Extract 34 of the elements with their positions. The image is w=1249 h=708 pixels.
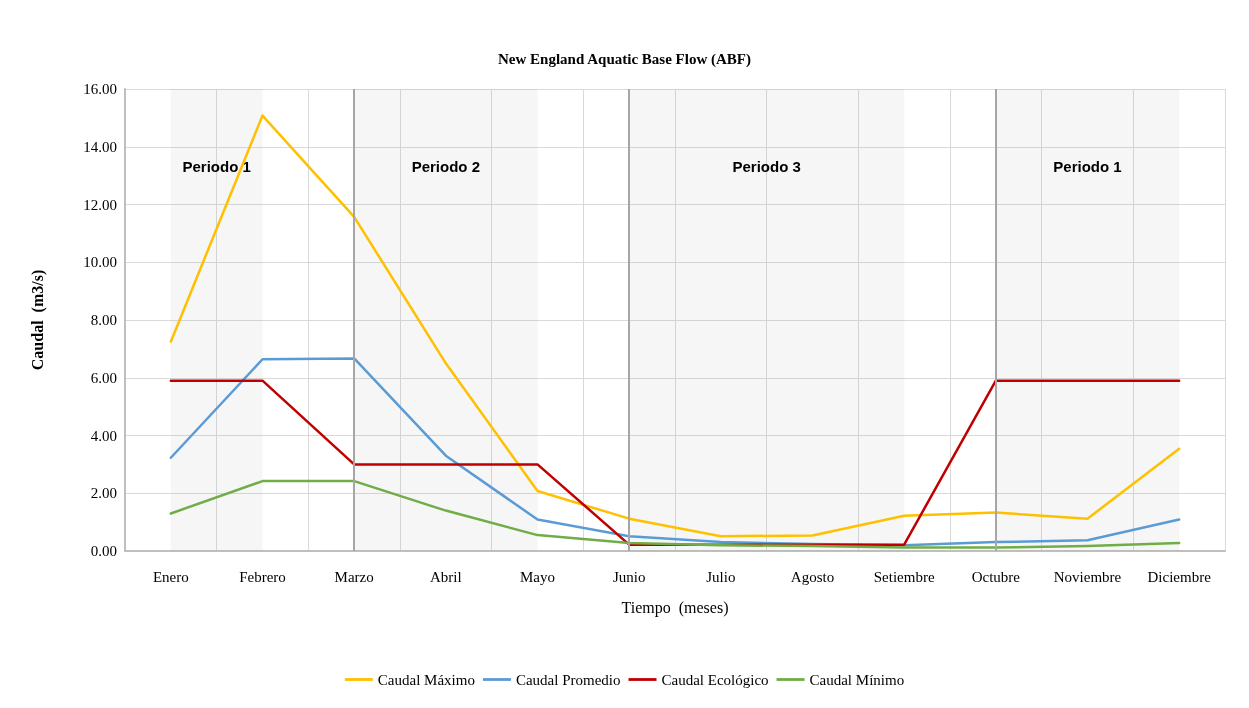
x-tick-label: Setiembre	[873, 568, 935, 585]
legend-label: Caudal Ecológico	[661, 671, 769, 688]
line-series	[169, 479, 1181, 549]
y-tick-label: 0.00	[90, 543, 117, 559]
y-tick-label: 12.00	[83, 196, 117, 213]
y-tick-label: 4.00	[90, 427, 117, 444]
band-label: Periodo 1	[182, 158, 251, 175]
x-tick-label: Octubre	[971, 568, 1021, 585]
x-tick-label: Marzo	[334, 568, 374, 585]
legend-label: Caudal Máximo	[377, 671, 475, 688]
legend-label: Caudal Promedio	[515, 671, 621, 688]
legend-label: Caudal Mínimo	[809, 671, 905, 688]
band-label: Periodo 2	[411, 158, 481, 175]
y-tick-label: 14.00	[83, 138, 117, 155]
y-tick-label: 6.00	[90, 369, 117, 386]
x-tick-label: Abril	[430, 568, 462, 585]
y-tick-label: 2.00	[90, 485, 117, 502]
band-label: Periodo 3	[732, 158, 801, 175]
x-tick-label: Julio	[706, 568, 736, 585]
x-tick-label: Junio	[612, 568, 646, 585]
x-tick-label: Enero	[152, 568, 189, 585]
band-label: Periodo 1	[1053, 158, 1122, 175]
x-tick-label: Mayo	[520, 568, 555, 585]
y-axis-title: Caudal (m3/s)	[28, 269, 47, 371]
x-tick-label: Febrero	[239, 568, 286, 585]
y-tick-label: 8.00	[90, 312, 117, 328]
y-tick-label: 16.00	[83, 81, 117, 97]
line-series	[169, 114, 1181, 538]
x-tick-label: Diciembre	[1147, 568, 1212, 585]
x-tick-label: Noviembre	[1053, 568, 1122, 585]
chart-title: New England Aquatic Base Flow (ABF)	[498, 50, 751, 68]
x-axis-title: Tiempo (meses)	[621, 598, 729, 617]
y-tick-label: 10.00	[83, 254, 117, 271]
x-tick-label: Agosto	[790, 568, 835, 585]
